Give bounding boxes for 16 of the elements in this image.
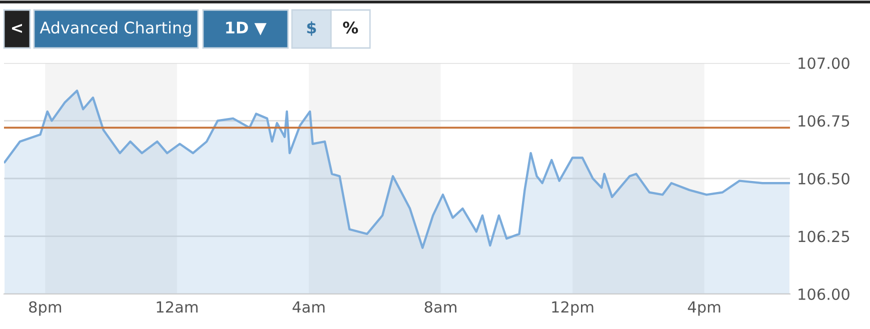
y-tick-label: 106.75 — [798, 115, 850, 127]
x-tick-label: 4pm — [688, 301, 720, 316]
y-tick-label: 106.50 — [798, 172, 850, 185]
text: % — [343, 22, 358, 34]
y-tick-label: 106.25 — [798, 230, 850, 242]
text: Advanced Charting — [40, 21, 191, 37]
y-tick-label: 107.00 — [798, 57, 850, 70]
text: $ — [307, 21, 316, 36]
x-tick-label: 12pm — [552, 301, 594, 316]
text: < — [12, 24, 22, 33]
x-tick-label: 4am — [292, 301, 325, 313]
x-tick-label: 8am — [424, 301, 456, 313]
text: 1D ▼ — [226, 22, 267, 36]
x-tick-label: 8pm — [29, 301, 62, 316]
x-tick-label: 12am — [156, 301, 198, 313]
y-tick-label: 106.00 — [798, 288, 850, 300]
